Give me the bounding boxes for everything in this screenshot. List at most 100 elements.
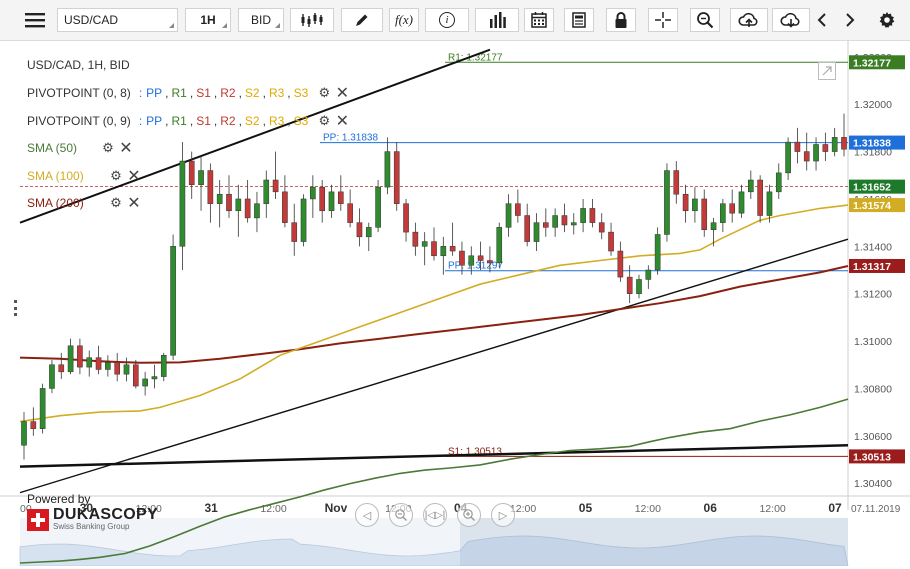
zoom-button[interactable] <box>690 8 720 32</box>
candle <box>170 234 176 360</box>
level-tag-s1-text: 1.30513 <box>853 451 891 463</box>
x-tick-label: 12:00 <box>759 503 785 515</box>
candle-body <box>524 215 530 242</box>
candles <box>21 113 847 460</box>
candle <box>440 236 447 275</box>
settings-button[interactable] <box>874 8 900 32</box>
candle <box>365 222 372 252</box>
panel-resize-handle[interactable] <box>14 300 17 316</box>
lock-button[interactable] <box>606 8 636 32</box>
zoom-out-button[interactable] <box>389 503 413 527</box>
maximize-icon[interactable] <box>818 62 836 80</box>
volume-button[interactable] <box>475 8 519 32</box>
candle <box>151 364 158 389</box>
indicators-button[interactable]: f(x) <box>389 8 419 32</box>
chart-area[interactable]: 1.322001.320001.318001.316001.314001.312… <box>0 40 910 567</box>
info-button[interactable]: i <box>425 8 469 32</box>
scroll-left-button[interactable] <box>810 8 834 32</box>
candle <box>831 127 838 157</box>
pivot-1-level-s2: S2 <box>244 86 260 100</box>
calendar-button[interactable] <box>524 8 554 32</box>
candle <box>319 180 325 223</box>
timeframe-select[interactable]: 1H <box>185 8 231 32</box>
scroll-forward-button[interactable]: ▷ <box>491 503 515 527</box>
cloud-download-icon <box>780 12 800 28</box>
candle-body <box>794 141 801 152</box>
zoom-in-button[interactable] <box>457 503 481 527</box>
candle-body <box>300 198 307 242</box>
chevron-right-icon <box>846 13 855 27</box>
lock-icon <box>615 12 627 28</box>
candle <box>692 187 698 223</box>
candle-body <box>496 227 503 264</box>
legend-sma-50: SMA (50) ⚙ ✕ <box>27 138 133 158</box>
candle <box>142 371 148 396</box>
close-icon[interactable]: ✕ <box>127 195 141 212</box>
date-label: 07.11.2019 <box>851 504 901 515</box>
price-side-select[interactable]: BID <box>238 8 284 32</box>
candle-type-button[interactable] <box>290 8 334 32</box>
close-icon[interactable]: ✕ <box>335 85 350 102</box>
gear-icon <box>879 12 895 28</box>
candle-body <box>30 421 37 429</box>
brand-name: DUKASCOPY <box>53 506 158 523</box>
candle-body <box>142 378 148 387</box>
gear-icon[interactable]: ⚙ <box>102 140 114 155</box>
candle <box>216 180 223 228</box>
hamburger-icon-glyph <box>25 13 45 28</box>
x-tick-label: 12:00 <box>635 503 661 515</box>
candlestick-icon <box>301 13 323 27</box>
chevron-left-icon <box>817 13 826 27</box>
candle <box>77 338 83 375</box>
crosshair-button[interactable] <box>648 8 678 32</box>
candle-body <box>244 198 251 219</box>
info-icon: i <box>439 12 455 28</box>
candle <box>710 217 717 247</box>
price-chart[interactable]: 1.322001.320001.318001.316001.314001.312… <box>0 40 910 567</box>
candle-body <box>67 345 74 373</box>
candle <box>431 227 437 261</box>
gear-icon[interactable]: ⚙ <box>110 168 122 183</box>
close-icon[interactable]: ✕ <box>127 168 141 185</box>
symbol-select[interactable]: USD/CAD <box>57 8 178 32</box>
trendline-lower-channel <box>19 238 849 494</box>
candle-body <box>226 193 232 212</box>
candle <box>682 184 689 223</box>
scroll-right-button[interactable] <box>838 8 862 32</box>
candle-body <box>291 222 298 242</box>
candle-body <box>738 191 745 214</box>
candle <box>310 175 316 218</box>
pivot-2-comma: , <box>165 114 169 128</box>
candle <box>785 137 791 180</box>
candle-body <box>701 198 708 230</box>
news-button[interactable] <box>564 8 594 32</box>
close-icon[interactable]: ✕ <box>119 140 133 157</box>
candle-body <box>198 170 204 185</box>
candle-body <box>561 215 568 226</box>
candle-body <box>384 151 391 188</box>
draw-tool-button[interactable] <box>341 8 383 32</box>
fit-button[interactable]: |◁▷| <box>423 503 447 527</box>
candle-body <box>58 364 65 373</box>
scroll-back-button[interactable]: ◁ <box>355 503 379 527</box>
gear-icon[interactable]: ⚙ <box>318 85 331 100</box>
gear-icon[interactable]: ⚙ <box>318 113 331 128</box>
pivot-1-levels: PP, R1, S1, R2, S2, R3, S3 <box>146 86 311 100</box>
candle-body <box>282 191 288 223</box>
upload-button[interactable] <box>730 8 768 32</box>
candle-body <box>766 191 773 216</box>
candle <box>477 241 484 270</box>
candle <box>505 194 512 237</box>
brand-row: DUKASCOPY Swiss Banking Group <box>27 507 158 532</box>
candle-body <box>319 186 325 212</box>
pivot-2-separator: : <box>138 114 143 128</box>
candle <box>58 352 65 379</box>
gear-icon[interactable]: ⚙ <box>110 195 122 210</box>
candle-body <box>831 137 838 152</box>
candle <box>738 184 745 218</box>
candle <box>645 265 652 289</box>
close-icon[interactable]: ✕ <box>335 113 350 130</box>
hamburger-icon[interactable] <box>22 8 48 32</box>
download-button[interactable] <box>772 8 810 32</box>
candle-body <box>459 250 465 266</box>
